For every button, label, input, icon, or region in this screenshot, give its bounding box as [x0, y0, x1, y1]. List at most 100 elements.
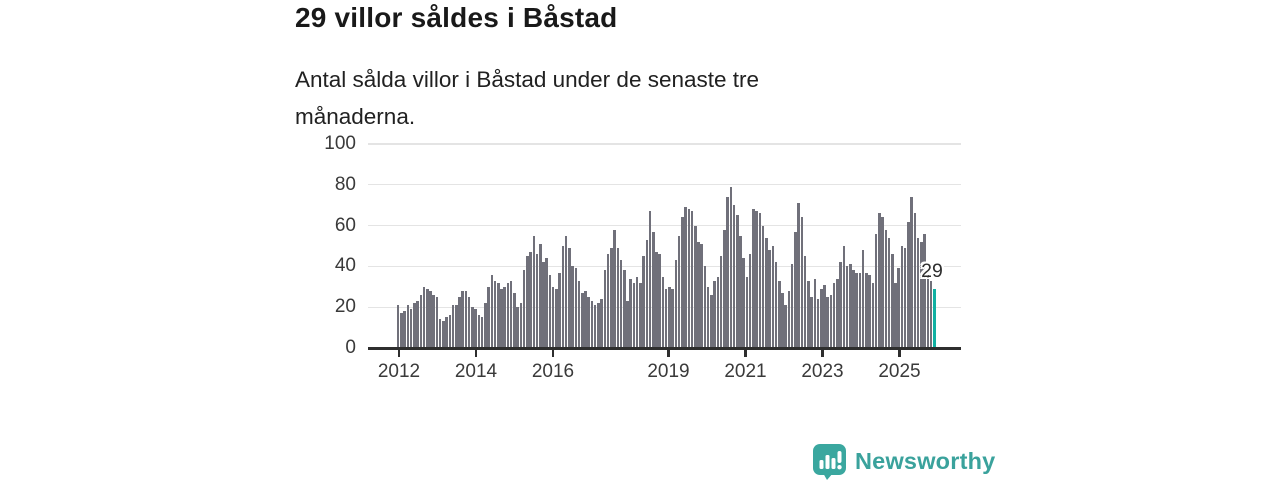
bar [771, 246, 775, 348]
y-gridline [368, 265, 961, 268]
bar [823, 284, 826, 348]
bar [484, 303, 487, 348]
bar [697, 241, 700, 348]
x-axis-tick [821, 349, 824, 357]
bar [526, 256, 529, 348]
bar [897, 268, 901, 348]
bar [632, 282, 636, 348]
bar [545, 258, 548, 348]
bar [480, 317, 484, 348]
bar [406, 305, 410, 348]
bar [642, 256, 645, 348]
bar [774, 262, 778, 348]
bar [493, 280, 497, 348]
bar [458, 297, 461, 348]
bar [923, 233, 926, 348]
bar [509, 280, 513, 348]
x-axis-label: 2025 [878, 361, 921, 382]
bar [742, 258, 745, 348]
bar [735, 215, 739, 348]
bar [694, 225, 697, 348]
bar [648, 211, 652, 348]
bar [855, 272, 859, 348]
bar [429, 290, 432, 348]
y-gridline [368, 143, 961, 145]
bar [619, 260, 623, 348]
bar [732, 205, 736, 348]
bar [907, 221, 910, 348]
bar [826, 297, 829, 348]
bar [677, 235, 681, 348]
bar [574, 268, 578, 348]
bar [610, 248, 613, 348]
bar [603, 270, 607, 348]
bar [929, 280, 933, 348]
bar [716, 276, 720, 348]
brand-name: Newsworthy [855, 448, 996, 474]
y-axis-label: 40 [334, 255, 356, 277]
bar [871, 282, 875, 348]
bar [729, 186, 733, 348]
x-axis-label: 2019 [647, 361, 690, 382]
bar [790, 264, 794, 348]
bar [765, 237, 768, 348]
bar [807, 280, 810, 348]
x-axis-tick [898, 349, 901, 357]
bar [542, 262, 545, 348]
bar [532, 235, 536, 348]
bar [396, 305, 400, 348]
bar [684, 207, 687, 348]
bar [868, 274, 871, 348]
bar [548, 274, 552, 348]
bar [816, 299, 820, 348]
bar [442, 321, 445, 348]
last-value-label: 29 [921, 260, 943, 282]
bar [500, 288, 503, 348]
bar [529, 252, 532, 348]
bar [664, 288, 668, 348]
bar [761, 225, 765, 348]
bar [900, 246, 904, 348]
bar [884, 229, 888, 348]
bar [471, 307, 474, 348]
bar [777, 280, 781, 348]
bar [422, 286, 426, 348]
bar [645, 239, 649, 348]
bar [487, 286, 490, 348]
bar [723, 229, 726, 348]
bar [819, 288, 823, 348]
bar [629, 278, 632, 348]
bar [516, 307, 519, 348]
bar [913, 213, 917, 348]
x-axis-line [368, 346, 961, 350]
bar [852, 270, 855, 348]
bar [622, 270, 626, 348]
bar [400, 313, 403, 348]
highlighted-bar-latest [932, 288, 936, 348]
x-axis-label: 2016 [531, 361, 575, 382]
x-axis-tick [397, 349, 401, 357]
bar [878, 213, 881, 348]
bar [661, 276, 665, 348]
bar [752, 209, 755, 348]
bar [635, 276, 639, 348]
bar [832, 282, 836, 348]
bar [903, 248, 907, 348]
bar [606, 254, 610, 348]
y-axis-label: 80 [334, 173, 356, 195]
bar [674, 260, 678, 348]
bar [551, 286, 555, 348]
x-axis-tick [667, 349, 670, 357]
x-axis-label: 2014 [454, 361, 498, 382]
bar [881, 217, 884, 348]
bar [874, 233, 878, 348]
bar [845, 266, 849, 348]
bar [894, 282, 897, 348]
bar [416, 301, 419, 348]
bar [561, 246, 565, 348]
bar [668, 286, 671, 348]
bar [435, 297, 439, 348]
bar [719, 256, 723, 348]
bar [797, 203, 800, 348]
bar [445, 317, 448, 348]
